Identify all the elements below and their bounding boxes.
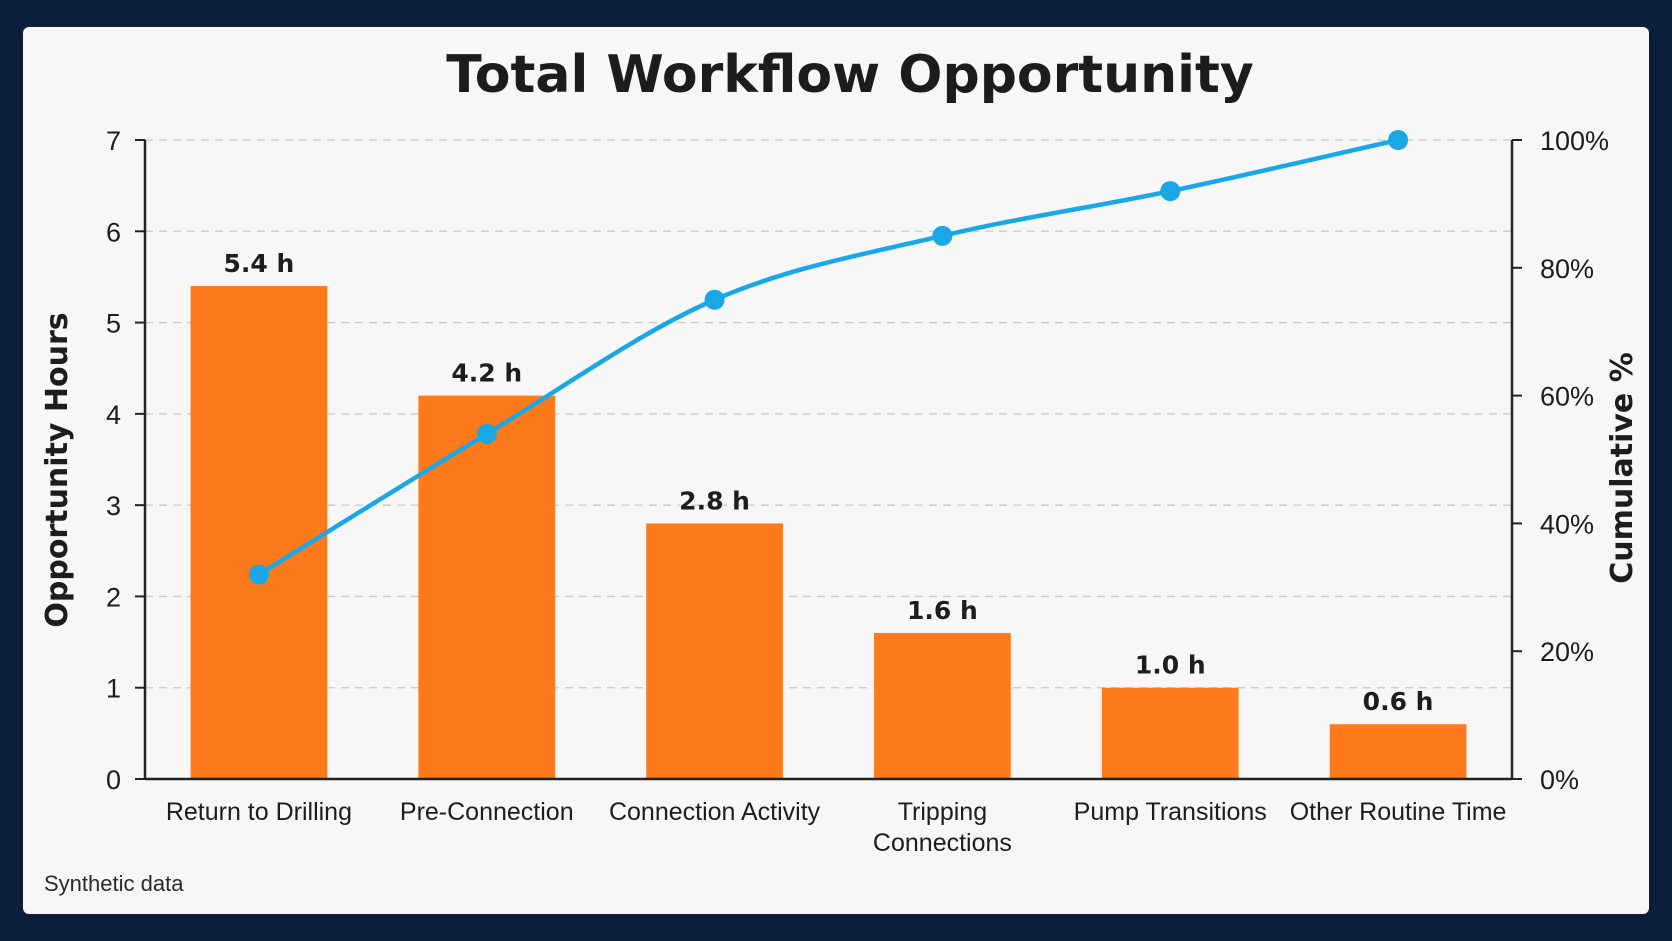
- axes-group: [143, 140, 1514, 781]
- y2-tick-label: 0%: [1540, 765, 1579, 795]
- chart-title: Total Workflow Opportunity: [446, 45, 1254, 105]
- cumulative-point: [476, 423, 497, 444]
- bar-value-label: 2.8 h: [679, 486, 750, 515]
- y-tick-label: 4: [106, 400, 121, 430]
- cumulative-point: [1160, 181, 1181, 202]
- bars-group: [190, 286, 1467, 779]
- category-label: Pump Transitions: [1074, 798, 1267, 826]
- y2-tick-label: 20%: [1540, 637, 1594, 667]
- gridlines: [145, 139, 1512, 689]
- right-axis-ticks: 0% 20% 40% 60% 80% 100%: [1512, 126, 1609, 795]
- category-label: Pre-Connection: [400, 798, 574, 826]
- data-labels: 5.4 h 4.2 h 2.8 h 1.6 h 1.0 h 0.6 h: [224, 249, 1434, 716]
- cumulative-line-group: [248, 130, 1409, 585]
- bar-value-label: 1.0 h: [1135, 651, 1206, 680]
- y-tick-label: 2: [106, 582, 121, 612]
- bar-value-label: 5.4 h: [224, 249, 295, 278]
- y2-tick-label: 40%: [1540, 509, 1594, 539]
- bar: [418, 395, 556, 779]
- cumulative-point: [704, 289, 725, 310]
- category-label: Other Routine Time: [1290, 798, 1507, 826]
- cumulative-point: [248, 564, 269, 585]
- left-axis-ticks: 0 1 2 3 4 5 6 7: [106, 126, 145, 795]
- y2-tick-label: 60%: [1540, 382, 1594, 412]
- bar: [874, 632, 1011, 779]
- bar-value-label: 4.2 h: [451, 359, 522, 388]
- y-tick-label: 1: [106, 674, 121, 704]
- bar: [1101, 687, 1239, 779]
- y-tick-label: 3: [106, 491, 121, 521]
- y-tick-label: 6: [106, 217, 121, 247]
- y2-axis-label: Cumulative %: [1605, 352, 1640, 584]
- bar: [1329, 724, 1467, 779]
- category-label: Connection Activity: [609, 798, 821, 826]
- bar-value-label: 0.6 h: [1363, 687, 1434, 716]
- category-label: Tripping Connections: [873, 798, 1012, 857]
- bar-value-label: 1.6 h: [907, 596, 978, 625]
- category-label: Return to Drilling: [166, 798, 352, 826]
- y-tick-label: 0: [106, 765, 121, 795]
- y-axis-label: Opportunity Hours: [40, 312, 75, 627]
- y-tick-label: 5: [106, 309, 121, 339]
- footnote: Synthetic data: [44, 871, 184, 896]
- bar: [190, 286, 328, 779]
- cumulative-point: [1388, 130, 1409, 150]
- cumulative-line: [256, 137, 1401, 577]
- cumulative-point: [932, 225, 953, 246]
- bar: [646, 523, 783, 779]
- y2-tick-label: 100%: [1540, 126, 1609, 156]
- y-tick-label: 7: [106, 126, 121, 156]
- y2-tick-label: 80%: [1540, 254, 1594, 284]
- category-labels: Return to Drilling Pre-Connection Connecti…: [166, 798, 1507, 857]
